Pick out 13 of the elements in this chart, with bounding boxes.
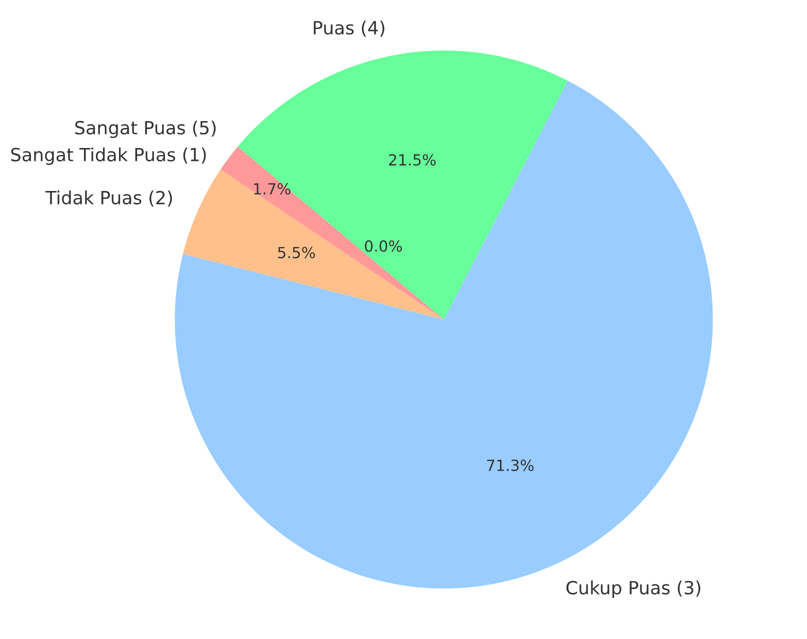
text: 0.0%: [364, 240, 402, 252]
data-label: 5.5%: [278, 246, 315, 258]
slice-label: Puas (4): [314, 20, 384, 37]
slice-label: Sangat Tidak Puas (1): [11, 147, 206, 165]
data-label: 1.7%: [254, 183, 290, 195]
pie-slice: [238, 50, 568, 320]
category-label: Sangat Puas (5): [75, 120, 216, 138]
data-label: 71.3%: [487, 460, 534, 472]
data-label: 21.5%: [389, 154, 436, 166]
slice-label: Tidak Puas (2): [45, 190, 172, 207]
slice-label: Cukup Puas (3): [566, 580, 700, 598]
pie-slice: [220, 146, 444, 320]
pie-slice: [182, 170, 444, 320]
